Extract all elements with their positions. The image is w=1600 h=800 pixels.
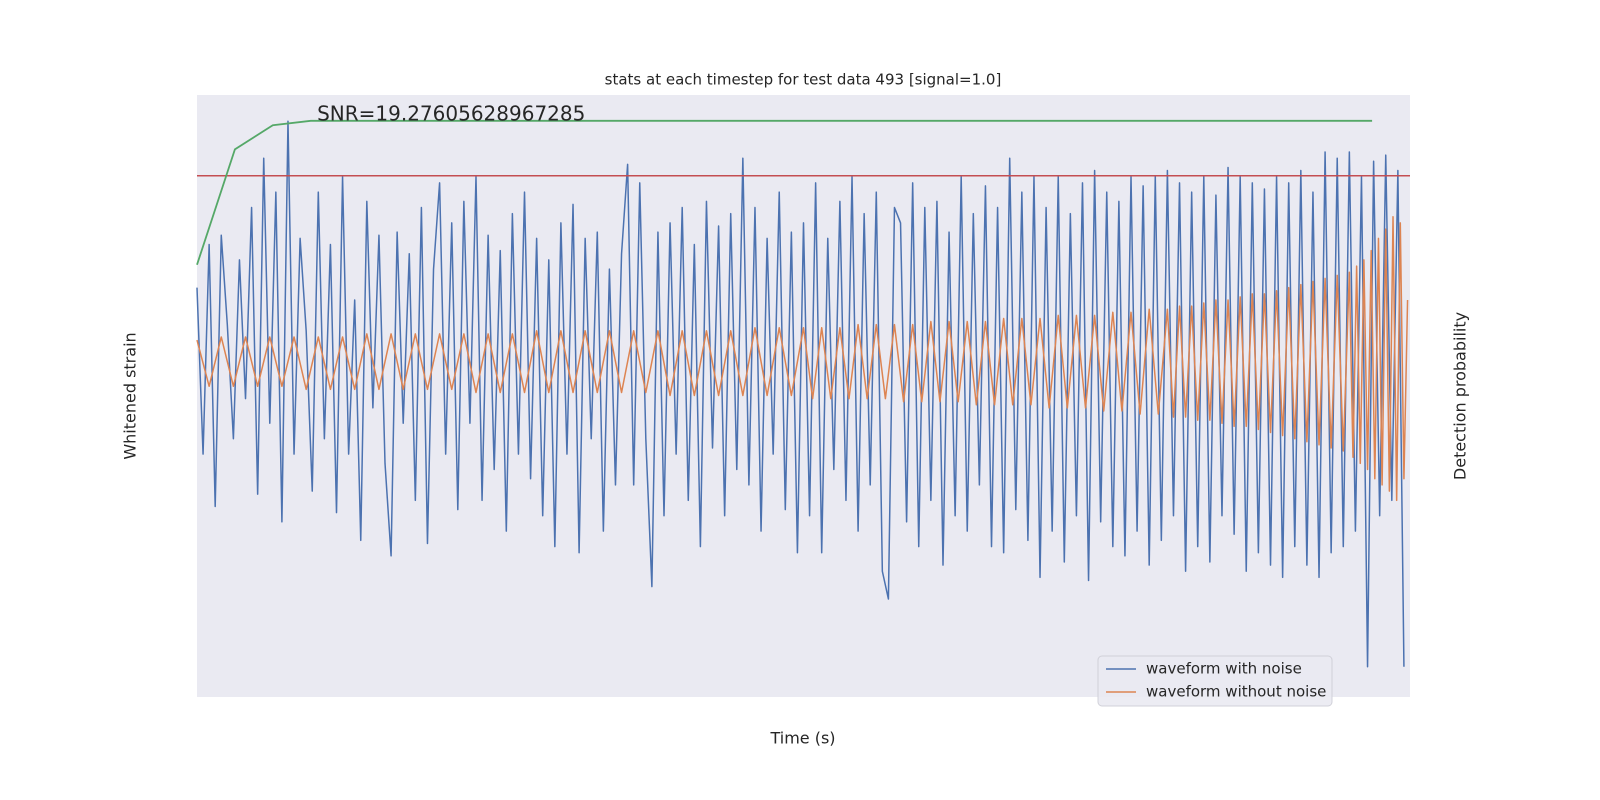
labels: SNR=19.27605628967285 waveform with noise… (317, 102, 1333, 707)
series-line (196, 216, 1409, 502)
y2-axis-label: Detection probability (1451, 312, 1470, 480)
chart-title: stats at each timestep for test data 493… (605, 71, 1002, 89)
series-line (196, 120, 1405, 668)
legend-label: waveform without noise (1146, 683, 1326, 701)
legend-box (1097, 655, 1333, 707)
marks (196, 119, 1410, 668)
y-axis-label: Whitened strain (121, 332, 140, 459)
x-axis-label: Time (s) (769, 729, 835, 748)
legend-label: waveform with noise (1146, 660, 1302, 678)
annotation: SNR=19.27605628967285 (317, 102, 585, 126)
detection-line (196, 119, 1373, 266)
